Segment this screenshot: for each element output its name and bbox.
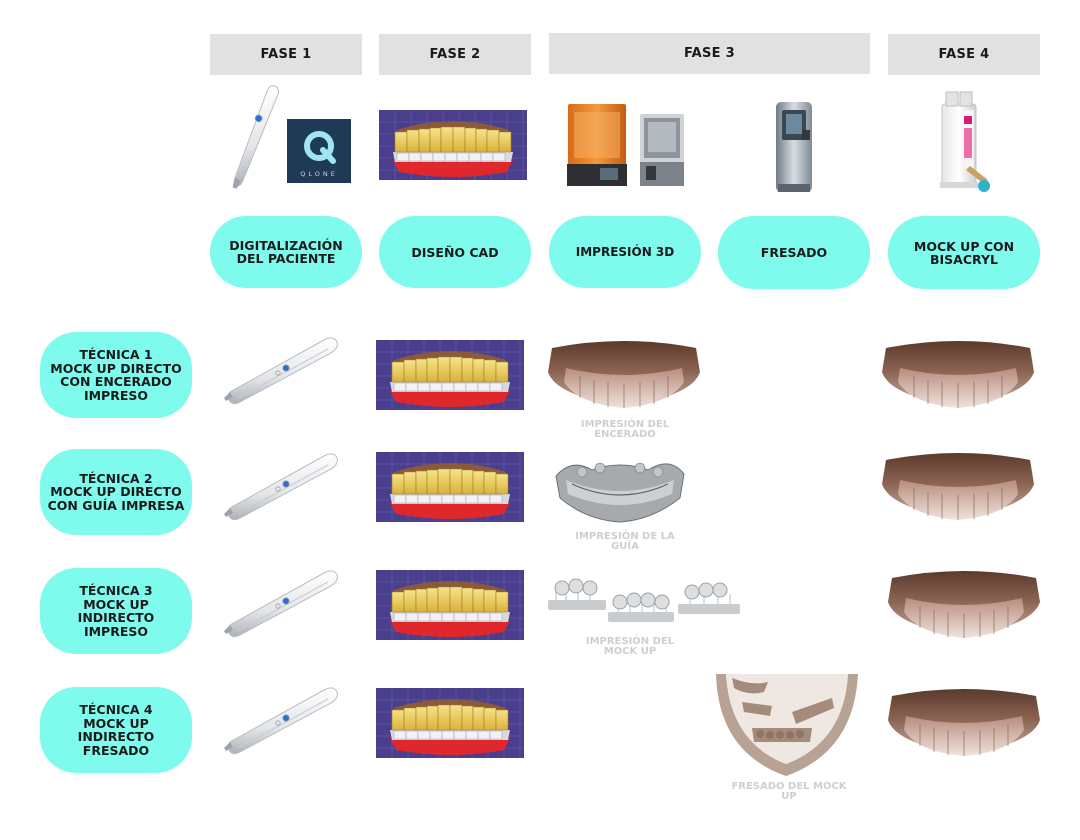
phase-4-header: FASE 4 xyxy=(888,34,1040,75)
scanner-image xyxy=(223,453,338,521)
technique-2-caption: IMPRESIÓN DE LA GUÍA xyxy=(575,531,675,552)
technique-4-label: TÉCNICA 4 MOCK UP INDIRECTO FRESADO xyxy=(40,687,192,773)
bisacryl-cartridge-icon xyxy=(940,91,990,192)
milling-machine-icon xyxy=(776,102,812,192)
milled-disc-image xyxy=(716,674,858,776)
step-impresion-3d: IMPRESIÓN 3D xyxy=(549,216,701,288)
scanner-image xyxy=(223,687,338,755)
mockup-arch-image xyxy=(881,452,1035,521)
phase-3-header: FASE 3 xyxy=(549,33,870,74)
phase-1-header: FASE 1 xyxy=(210,34,362,75)
cad-design-image xyxy=(375,451,525,523)
cad-design-image xyxy=(378,109,528,181)
intraoral-scanner-icon xyxy=(232,85,280,189)
printed-wax-up-image xyxy=(547,340,701,409)
mockup-arch-image xyxy=(881,340,1035,409)
technique-4-caption: FRESADO DEL MOCK UP xyxy=(731,781,847,802)
mockup-arch-image xyxy=(887,688,1041,757)
printed-guide-image xyxy=(555,462,685,523)
qlone-logo-text: QLONE xyxy=(300,170,338,178)
printed-models-image xyxy=(548,578,740,622)
mockup-arch-image xyxy=(887,570,1041,639)
scanner-image xyxy=(223,337,338,405)
technique-3-label: TÉCNICA 3 MOCK UP INDIRECTO IMPRESO xyxy=(40,568,192,654)
step-fresado: FRESADO xyxy=(718,216,870,289)
step-diseno-cad: DISEÑO CAD xyxy=(379,216,531,288)
step-digitalizacion: DIGITALIZACIÓN DEL PACIENTE xyxy=(210,216,362,288)
3d-printer-icon xyxy=(567,104,684,186)
cad-design-image xyxy=(375,569,525,641)
qlone-logo: QLONE xyxy=(287,119,351,183)
technique-1-caption: IMPRESIÓN DEL ENCERADO xyxy=(580,419,670,440)
technique-1-label: TÉCNICA 1 MOCK UP DIRECTO CON ENCERADO I… xyxy=(40,332,192,418)
technique-2-label: TÉCNICA 2 MOCK UP DIRECTO CON GUÍA IMPRE… xyxy=(40,449,192,535)
step-mockup-bisacryl: MOCK UP CON BISACRYL xyxy=(888,216,1040,289)
phase-2-header: FASE 2 xyxy=(379,34,531,75)
scanner-image xyxy=(223,570,338,638)
cad-design-image xyxy=(375,687,525,759)
technique-3-caption: IMPRESIÓN DEL MOCK UP xyxy=(585,636,675,657)
cad-design-image xyxy=(375,339,525,411)
qlone-q-icon xyxy=(304,131,336,164)
